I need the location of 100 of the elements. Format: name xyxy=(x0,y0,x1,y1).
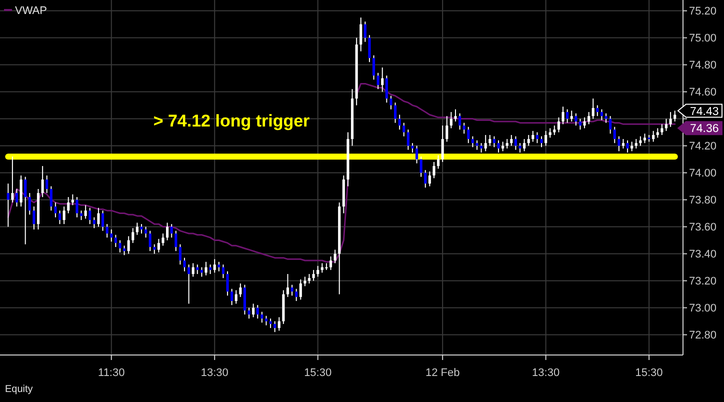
candlestick xyxy=(28,192,31,216)
candlestick xyxy=(183,257,186,272)
candlestick xyxy=(394,102,397,124)
candlestick xyxy=(372,54,376,80)
candlestick xyxy=(360,17,362,52)
candlestick xyxy=(484,134,487,152)
ref-line-label: > 74.12 long trigger xyxy=(153,112,310,131)
candlestick xyxy=(174,230,178,252)
candlestick xyxy=(162,233,164,246)
candlestick xyxy=(278,316,280,332)
candlestick xyxy=(106,224,108,238)
candlestick xyxy=(188,264,190,304)
candlestick xyxy=(213,258,216,274)
x-tick-label: 15:30 xyxy=(635,367,663,379)
candlestick xyxy=(381,66,384,92)
candlestick xyxy=(192,262,194,278)
candlestick xyxy=(46,174,48,194)
candlestick xyxy=(248,307,250,320)
candlestick xyxy=(41,166,44,198)
candlestick xyxy=(329,256,332,270)
candlestick xyxy=(256,304,259,320)
candlestick xyxy=(243,284,246,316)
y-tick-label: 74.00 xyxy=(689,168,717,180)
candlestick xyxy=(54,202,57,218)
candlestick xyxy=(226,270,229,296)
candlestick xyxy=(132,228,134,244)
candlestick xyxy=(230,288,234,306)
candlestick xyxy=(643,133,646,144)
y-tick-label: 75.00 xyxy=(689,32,717,45)
candlestick xyxy=(264,315,268,326)
candlestick xyxy=(544,130,548,146)
candlestick xyxy=(15,188,18,208)
candlestick xyxy=(239,282,242,298)
x-tick-label: 11:30 xyxy=(98,367,125,379)
candlestick xyxy=(101,210,104,232)
candlestick xyxy=(97,207,100,228)
candlestick xyxy=(6,183,10,228)
candlestick xyxy=(364,21,366,42)
candlestick xyxy=(50,186,52,212)
candlestick xyxy=(574,112,578,126)
candlestick xyxy=(600,108,604,121)
candlestick xyxy=(368,34,371,63)
candlestick xyxy=(88,207,92,225)
y-tick-label: 75.20 xyxy=(689,6,717,18)
candlestick xyxy=(234,290,238,304)
candlestick xyxy=(476,140,478,150)
candlestick xyxy=(118,240,122,253)
candlestick xyxy=(411,142,414,154)
candlestick xyxy=(204,261,208,276)
candlestick xyxy=(562,106,564,125)
candlestick xyxy=(148,230,152,252)
candlestick xyxy=(604,112,608,124)
candlestick xyxy=(260,311,264,324)
y-tick-label: 72.80 xyxy=(689,330,717,342)
candlestick xyxy=(390,95,392,110)
candlestick xyxy=(110,228,113,242)
candlestick xyxy=(269,318,272,329)
candlestick xyxy=(406,129,410,150)
candlestick xyxy=(140,224,143,234)
candlestick xyxy=(170,224,173,238)
candlestick xyxy=(20,174,22,208)
candlestick xyxy=(532,130,534,142)
candlestick xyxy=(652,130,655,142)
x-tick-label: 13:30 xyxy=(532,367,560,379)
candlestick xyxy=(471,136,474,148)
candlestick xyxy=(316,265,320,278)
candlestick xyxy=(540,136,543,148)
candlestick xyxy=(609,116,612,134)
candlestick xyxy=(385,75,388,104)
candlestick xyxy=(441,125,444,162)
candlestick xyxy=(557,116,560,133)
candlestick xyxy=(578,118,582,130)
candlestick xyxy=(218,261,220,272)
candlestick xyxy=(450,112,452,129)
candlestick xyxy=(492,136,496,148)
candlestick xyxy=(76,196,78,218)
candlestick xyxy=(428,170,431,187)
candlestick xyxy=(432,161,436,179)
candlestick xyxy=(518,142,522,154)
candlestick xyxy=(454,108,457,122)
candlestick xyxy=(536,132,538,144)
candlestick xyxy=(510,134,513,146)
candlestick xyxy=(634,138,638,149)
candlestick xyxy=(286,274,290,298)
x-tick-label: 12 Feb xyxy=(425,367,460,379)
candlestick xyxy=(415,145,418,164)
candlestick xyxy=(67,196,70,214)
y-tick-label: 73.80 xyxy=(689,194,717,207)
text: 74.43 xyxy=(690,106,719,118)
candlestick xyxy=(252,303,255,318)
text: Equity xyxy=(5,384,33,395)
candlestick xyxy=(290,284,294,296)
candlestick xyxy=(114,234,117,248)
y-tick-label: 74.60 xyxy=(689,86,717,99)
candlestick xyxy=(312,269,315,282)
candlestick xyxy=(436,154,440,170)
candlestick xyxy=(274,320,276,333)
candlestick xyxy=(178,244,182,266)
candlestick xyxy=(613,126,616,144)
candlestick xyxy=(664,118,668,132)
